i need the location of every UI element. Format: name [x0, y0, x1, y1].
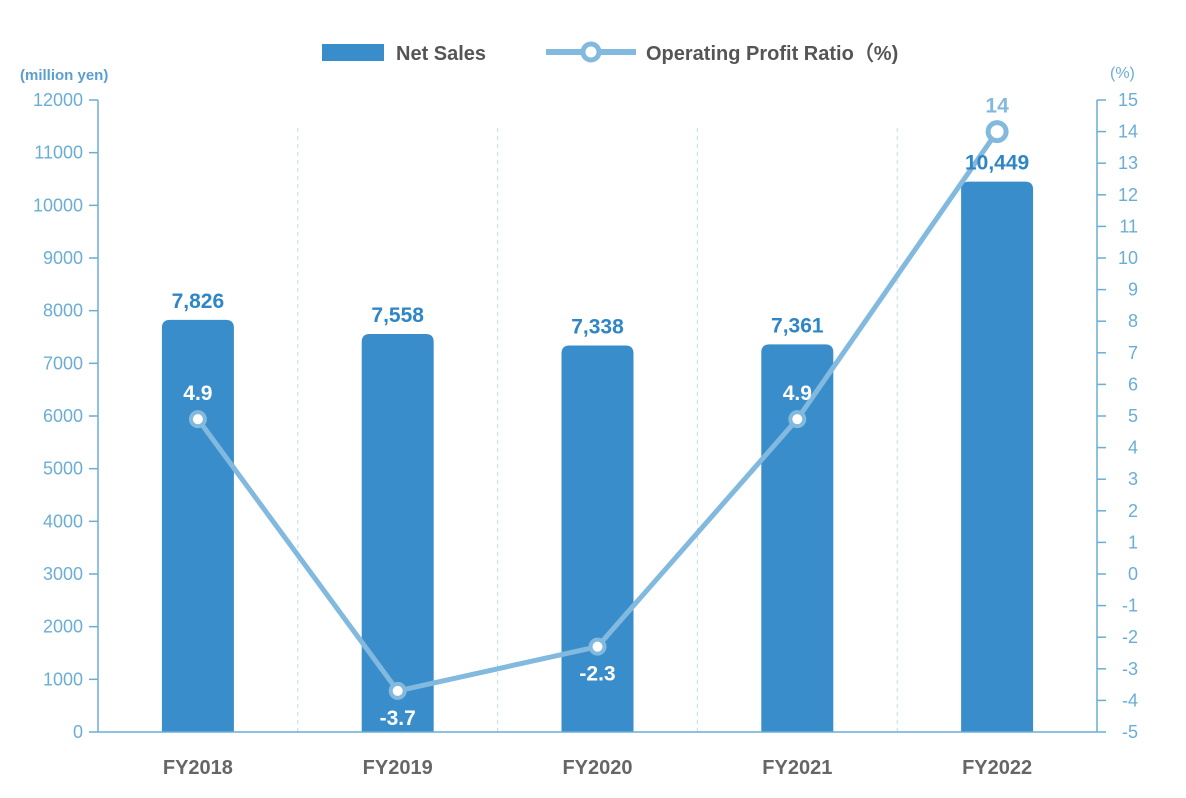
right-axis-tick-label: 4: [1128, 438, 1138, 458]
left-axis-tick-label: 12000: [33, 90, 83, 110]
bar-value-label: 7,361: [771, 314, 824, 337]
line-value-label: 4.9: [783, 382, 812, 405]
bar-value-label: 7,558: [371, 304, 424, 327]
bar-fy2018: [161, 319, 234, 732]
bar-value-label: 10,449: [965, 152, 1029, 175]
line-value-label: -3.7: [380, 707, 416, 730]
line-value-label: 14: [985, 95, 1009, 118]
bar-fy2019: [361, 333, 434, 732]
left-axis-tick-label: 5000: [43, 459, 83, 479]
x-axis-tick-label: FY2019: [363, 757, 433, 779]
right-axis-tick-label: -4: [1122, 690, 1138, 710]
left-axis-tick-label: 4000: [43, 511, 83, 531]
legend: Net Sales Operating Profit Ratio（%): [322, 41, 898, 65]
left-axis-tick-label: 1000: [43, 669, 83, 689]
right-axis-tick-label: 15: [1118, 90, 1138, 110]
bar-fy2022: [961, 181, 1034, 732]
right-axis-tick-label: 11: [1119, 216, 1138, 236]
data-labels: 7,826 7,558 7,338 7,361 10,449 4.9 -3.7 -2.3 4.9…: [172, 95, 1030, 730]
left-axis-tick-label: 7000: [43, 353, 83, 373]
right-axis-tick-label: -3: [1122, 659, 1138, 679]
right-axis-tick-label: 7: [1128, 343, 1138, 363]
left-axis-tick-label: 10000: [33, 195, 83, 215]
left-axis-tick-label: 9000: [43, 248, 83, 268]
line-point-fy2022: [985, 120, 1009, 144]
right-axis-tick-label: 10: [1118, 248, 1138, 268]
x-axis-tick-label: FY2021: [762, 757, 832, 779]
x-axis-tick-label: FY2022: [962, 757, 1032, 779]
right-axis-tick-label: 2: [1128, 501, 1138, 521]
legend-bar-swatch: [322, 44, 384, 61]
line-point-fy2020: [588, 637, 607, 656]
right-axis-tick-label: -5: [1122, 722, 1138, 742]
left-axis-unit: (million yen): [20, 67, 108, 84]
left-axis-tick-label: 3000: [43, 564, 83, 584]
x-axis-tick-label: FY2020: [562, 757, 632, 779]
right-axis-unit: (%): [1110, 65, 1135, 82]
left-axis-tick-label: 2000: [43, 617, 83, 637]
line-point-fy2019: [388, 681, 407, 700]
right-axis-tick-label: -1: [1122, 596, 1138, 616]
left-axis-tick-label: 11000: [34, 143, 83, 163]
line-value-label: 4.9: [183, 382, 212, 405]
bar-value-label: 7,826: [172, 290, 225, 313]
legend-label-net-sales: Net Sales: [396, 43, 486, 65]
right-axis-tick-label: 14: [1118, 122, 1138, 142]
left-axis-tick-label: 8000: [43, 301, 83, 321]
line-value-label: -2.3: [579, 663, 615, 686]
right-axis-tick-label: 13: [1118, 153, 1138, 173]
axes: 0100020003000400050006000700080009000100…: [33, 90, 1138, 779]
legend-label-operating-profit-ratio: Operating Profit Ratio（%): [646, 42, 898, 65]
right-axis-tick-label: 6: [1128, 374, 1138, 394]
bar-value-label: 7,338: [571, 316, 624, 339]
line-point-fy2021: [788, 410, 807, 429]
bar-fy2020: [561, 345, 634, 732]
bars: [161, 181, 1034, 732]
right-axis-tick-label: 8: [1128, 311, 1138, 331]
line-series: [188, 120, 1009, 700]
line-point-fy2018: [188, 410, 207, 429]
right-axis-tick-label: 12: [1118, 185, 1138, 205]
left-axis-tick-label: 0: [73, 722, 83, 742]
right-axis-tick-label: -2: [1122, 627, 1138, 647]
right-axis-tick-label: 0: [1128, 564, 1138, 584]
x-axis-tick-label: FY2018: [163, 757, 233, 779]
right-axis-tick-label: 5: [1128, 406, 1138, 426]
right-axis-tick-label: 1: [1128, 532, 1138, 552]
right-axis-tick-label: 3: [1128, 469, 1138, 489]
left-axis-tick-label: 6000: [43, 406, 83, 426]
legend-line-marker: [580, 41, 602, 63]
right-axis-tick-label: 9: [1128, 280, 1138, 300]
